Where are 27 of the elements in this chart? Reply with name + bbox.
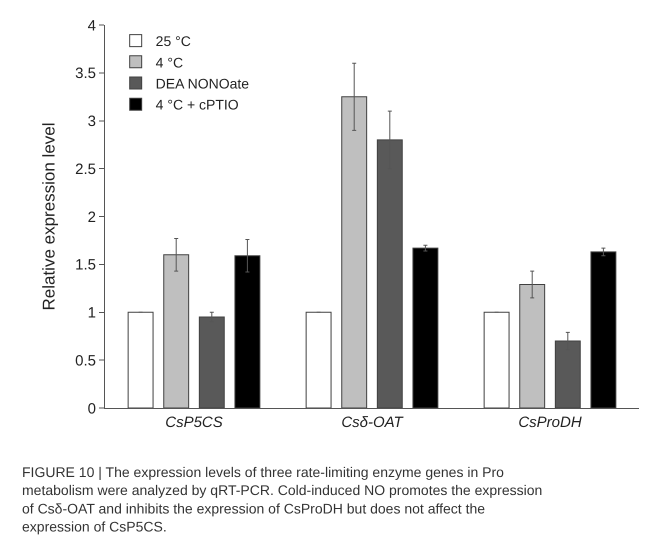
legend-label: 4 °C (156, 54, 184, 70)
y-axis-title: Relative expression level (40, 122, 59, 311)
y-tick-label: 1 (88, 304, 96, 322)
bar (341, 96, 368, 408)
y-tick-label: 2.5 (75, 160, 96, 178)
x-tick-label: Csδ-OAT (341, 414, 405, 431)
y-tick-label: 3 (88, 113, 96, 130)
bar (412, 248, 438, 408)
y-tick-label: 0.5 (75, 352, 96, 370)
bar (590, 251, 616, 408)
bar (484, 312, 510, 408)
y-tick-label: 1.5 (75, 256, 96, 274)
bar (163, 254, 190, 408)
caption: FIGURE 10 | The expression levels of three rate-limiting enzyme genes in Pro metabolism were analyzed by qRT-PCR. Cold-induced NO promotes the expression of Csδ-OAT and inhibits the expression of CsProDH but does not affect the expression of CsP5CS. (22, 464, 542, 535)
legend-label: 25 °C (156, 33, 191, 50)
legend-label: DEA NONOate (156, 75, 250, 92)
y-tick-label: 4 (88, 17, 96, 34)
bar (128, 312, 154, 408)
legend-label: 4 °C + cPTIO (156, 96, 239, 113)
x-tick-label: CsProDH (518, 414, 582, 431)
y-tick-label: 2 (88, 208, 96, 226)
bar (306, 312, 332, 408)
bar (519, 284, 546, 408)
y-tick-label: 0 (88, 400, 96, 418)
bar (234, 255, 260, 408)
y-tick-label: 3.5 (75, 65, 96, 82)
x-tick-label: CsP5CS (165, 414, 223, 431)
